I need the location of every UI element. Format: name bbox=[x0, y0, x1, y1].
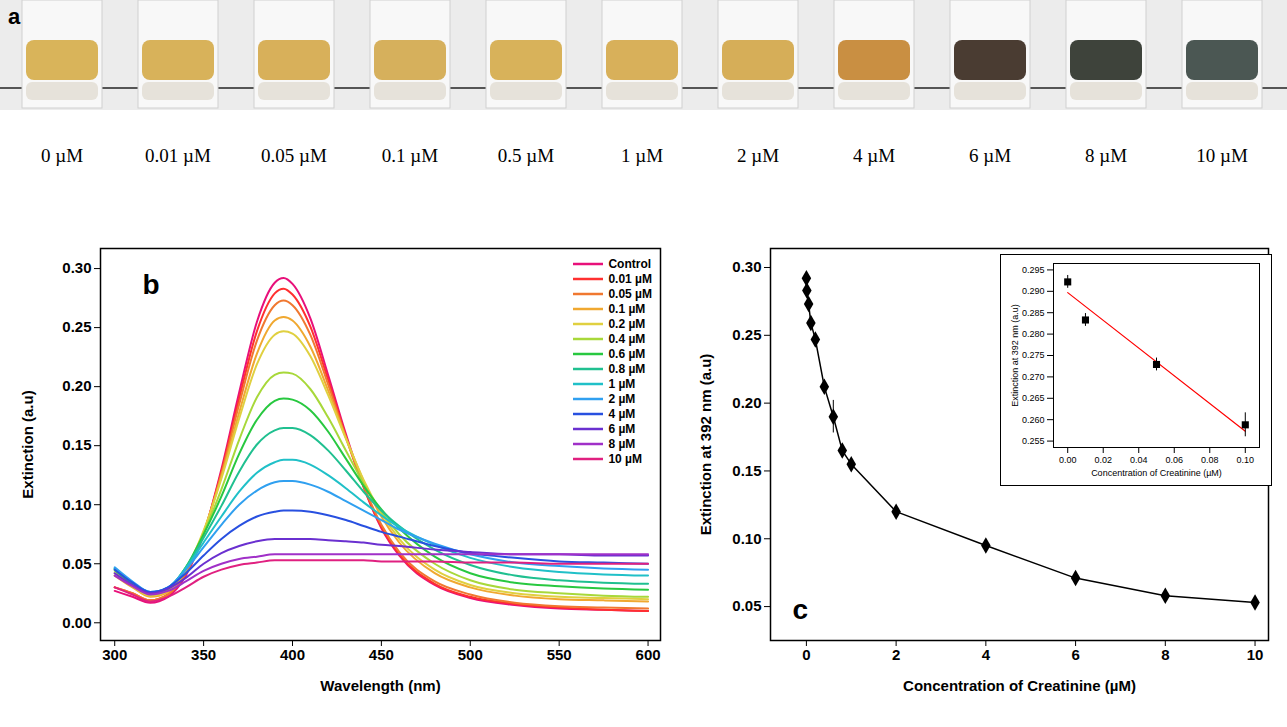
svg-text:0.290: 0.290 bbox=[1022, 286, 1045, 296]
html-text:0.8 µM: 0.8 µM bbox=[608, 361, 646, 376]
svg-text:0.260: 0.260 bbox=[1022, 415, 1045, 425]
svg-text:0.280: 0.280 bbox=[1022, 329, 1045, 339]
svg-text:0.5 µM: 0.5 µM bbox=[498, 145, 554, 166]
svg-text:Concentration of Creatinine (µ: Concentration of Creatinine (µM) bbox=[903, 677, 1136, 694]
svg-text:2 µM: 2 µM bbox=[737, 145, 779, 166]
svg-text:6 µM: 6 µM bbox=[969, 145, 1011, 166]
html-text:10 µM: 10 µM bbox=[608, 451, 642, 466]
svg-text:0.255: 0.255 bbox=[1022, 436, 1045, 446]
html-text:2 µM: 2 µM bbox=[608, 391, 636, 406]
svg-text:0.05: 0.05 bbox=[732, 597, 761, 614]
svg-text:0.295: 0.295 bbox=[1022, 265, 1045, 275]
svg-text:0.05: 0.05 bbox=[62, 555, 91, 572]
svg-text:0.00: 0.00 bbox=[1059, 455, 1077, 465]
html-text:0.01 µM: 0.01 µM bbox=[608, 271, 652, 286]
svg-text:0.275: 0.275 bbox=[1022, 350, 1045, 360]
svg-text:10: 10 bbox=[1247, 646, 1264, 663]
svg-text:0.04: 0.04 bbox=[1130, 455, 1148, 465]
svg-text:0.265: 0.265 bbox=[1022, 393, 1045, 403]
html-text:6 µM: 6 µM bbox=[608, 421, 636, 436]
svg-text:b: b bbox=[143, 269, 160, 300]
svg-text:600: 600 bbox=[636, 646, 661, 663]
html-text:0.4 µM: 0.4 µM bbox=[608, 331, 646, 346]
svg-text:0.10: 0.10 bbox=[62, 496, 91, 513]
svg-text:0.10: 0.10 bbox=[732, 530, 761, 547]
svg-text:0.02: 0.02 bbox=[1094, 455, 1112, 465]
svg-text:c: c bbox=[793, 594, 809, 625]
svg-text:350: 350 bbox=[191, 646, 216, 663]
svg-text:0.15: 0.15 bbox=[732, 462, 761, 479]
svg-text:0.285: 0.285 bbox=[1022, 308, 1045, 318]
svg-text:Extinction (a.u): Extinction (a.u) bbox=[19, 390, 36, 498]
html-text:4 µM: 4 µM bbox=[608, 406, 636, 421]
svg-text:0.20: 0.20 bbox=[732, 394, 761, 411]
svg-text:4 µM: 4 µM bbox=[853, 145, 895, 166]
svg-text:0.05 µM: 0.05 µM bbox=[261, 145, 327, 166]
svg-text:550: 550 bbox=[547, 646, 572, 663]
html-text:0.6 µM: 0.6 µM bbox=[608, 346, 646, 361]
svg-text:0.08: 0.08 bbox=[1201, 455, 1219, 465]
svg-text:0.20: 0.20 bbox=[62, 377, 91, 394]
html-text:0.1 µM: 0.1 µM bbox=[608, 301, 646, 316]
svg-text:0.270: 0.270 bbox=[1022, 372, 1045, 382]
svg-text:2: 2 bbox=[892, 646, 900, 663]
svg-text:0.1 µM: 0.1 µM bbox=[382, 145, 438, 166]
svg-text:400: 400 bbox=[280, 646, 305, 663]
svg-text:0.10: 0.10 bbox=[1237, 455, 1255, 465]
svg-text:a: a bbox=[8, 4, 21, 29]
svg-text:Wavelength (nm): Wavelength (nm) bbox=[320, 677, 440, 694]
svg-text:6: 6 bbox=[1071, 646, 1079, 663]
html-text:1 µM: 1 µM bbox=[608, 376, 636, 391]
svg-text:0.25: 0.25 bbox=[62, 318, 91, 335]
svg-text:0.30: 0.30 bbox=[732, 258, 761, 275]
html-text:Control: Control bbox=[608, 256, 651, 271]
svg-text:4: 4 bbox=[982, 646, 991, 663]
html-text:0.05 µM: 0.05 µM bbox=[608, 286, 652, 301]
svg-text:500: 500 bbox=[458, 646, 483, 663]
svg-text:0.15: 0.15 bbox=[62, 436, 91, 453]
svg-text:450: 450 bbox=[369, 646, 394, 663]
svg-text:300: 300 bbox=[102, 646, 127, 663]
svg-text:0.01 µM: 0.01 µM bbox=[145, 145, 211, 166]
svg-text:0.06: 0.06 bbox=[1165, 455, 1183, 465]
svg-text:0: 0 bbox=[802, 646, 810, 663]
svg-text:8: 8 bbox=[1161, 646, 1169, 663]
html-text:0.2 µM: 0.2 µM bbox=[608, 316, 646, 331]
html-text:8 µM: 8 µM bbox=[608, 436, 636, 451]
svg-text:Extinction at 392 nm (a.u): Extinction at 392 nm (a.u) bbox=[697, 354, 714, 536]
svg-text:0 µM: 0 µM bbox=[41, 145, 83, 166]
svg-text:Concentration of Creatinine (µ: Concentration of Creatinine (µM) bbox=[1091, 468, 1222, 478]
svg-text:8 µM: 8 µM bbox=[1085, 145, 1127, 166]
svg-text:0.30: 0.30 bbox=[62, 259, 91, 276]
svg-text:1 µM: 1 µM bbox=[621, 145, 663, 166]
svg-text:0.25: 0.25 bbox=[732, 326, 761, 343]
svg-text:0.00: 0.00 bbox=[62, 614, 91, 631]
svg-text:10 µM: 10 µM bbox=[1196, 145, 1248, 166]
svg-text:Extinction at 392 nm (a.u): Extinction at 392 nm (a.u) bbox=[1010, 304, 1020, 407]
